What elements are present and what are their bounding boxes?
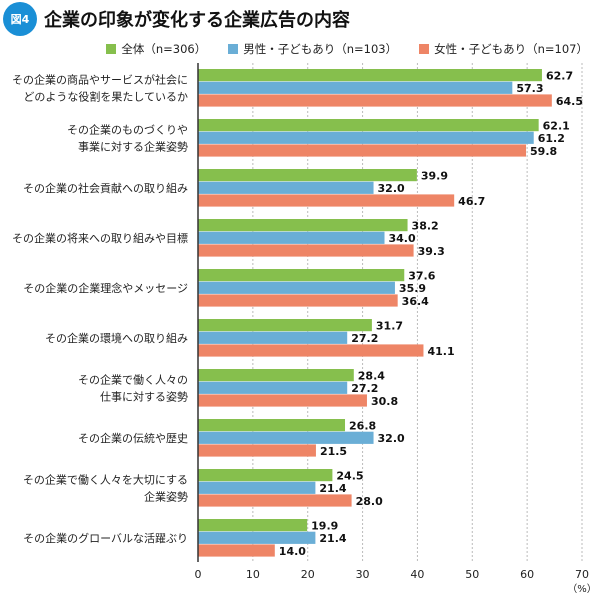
data-label: 57.3 xyxy=(516,82,543,95)
data-label: 27.2 xyxy=(351,332,378,345)
category-label: その企業の商品やサービスが社会に xyxy=(12,73,188,87)
bar xyxy=(198,131,534,144)
legend-item-male: 男性・子どもあり（n=103） xyxy=(228,41,397,57)
data-label: 39.9 xyxy=(421,170,448,183)
legend-label-female: 女性・子どもあり（n=107） xyxy=(434,42,588,56)
data-label: 30.8 xyxy=(371,395,398,408)
data-label: 39.3 xyxy=(418,245,445,258)
bar xyxy=(198,219,408,232)
data-label: 31.7 xyxy=(376,320,403,333)
data-label: 41.1 xyxy=(427,345,454,358)
data-label: 61.2 xyxy=(538,132,565,145)
category-label: その企業の将来への取り組みや目標 xyxy=(12,231,188,245)
data-label: 32.0 xyxy=(378,182,405,195)
category-label: 仕事に対する姿勢 xyxy=(100,390,188,404)
category-label: 事業に対する企業姿勢 xyxy=(78,140,188,154)
bar xyxy=(198,294,398,307)
category-label: その企業の伝統や歴史 xyxy=(78,431,188,445)
data-label: 46.7 xyxy=(458,195,485,208)
bar xyxy=(198,544,275,557)
data-label: 62.1 xyxy=(543,120,570,133)
bar xyxy=(198,431,374,444)
data-label: 27.2 xyxy=(351,382,378,395)
data-label: 62.7 xyxy=(546,70,573,83)
data-label: 21.5 xyxy=(320,445,347,458)
x-tick-label: 0 xyxy=(195,568,202,581)
bar xyxy=(198,269,405,282)
category-label: その企業のグローバルな活躍ぶり xyxy=(23,531,188,545)
category-label: その企業の企業理念やメッセージ xyxy=(23,281,188,295)
bar xyxy=(198,531,316,544)
bar xyxy=(198,244,414,257)
legend-item-female: 女性・子どもあり（n=107） xyxy=(419,41,588,57)
data-label: 28.0 xyxy=(356,495,383,508)
x-axis-unit: （%） xyxy=(567,583,597,594)
bar xyxy=(198,481,316,494)
legend-swatch-all xyxy=(106,44,117,54)
legend-swatch-female xyxy=(419,44,430,54)
category-label: その企業で働く人々の xyxy=(78,373,188,387)
bar xyxy=(198,331,348,344)
bar xyxy=(198,494,352,507)
data-label: 19.9 xyxy=(311,520,338,533)
x-tick-label: 20 xyxy=(301,568,315,581)
data-label: 14.0 xyxy=(279,545,306,558)
data-label: 64.5 xyxy=(556,95,583,108)
data-label: 21.4 xyxy=(319,532,346,545)
data-label: 36.4 xyxy=(402,295,429,308)
bar xyxy=(198,81,513,94)
data-label: 59.8 xyxy=(530,145,557,158)
bar xyxy=(198,381,348,394)
category-label: その企業の社会貢献への取り組み xyxy=(23,181,188,195)
bar xyxy=(198,181,374,194)
bar xyxy=(198,444,316,457)
bar xyxy=(198,144,527,157)
x-tick-label: 60 xyxy=(520,568,534,581)
bar xyxy=(198,519,308,532)
bar xyxy=(198,369,354,382)
data-label: 35.9 xyxy=(399,282,426,295)
data-label: 34.0 xyxy=(389,232,416,245)
bar xyxy=(198,319,372,332)
x-tick-label: 10 xyxy=(246,568,260,581)
bar xyxy=(198,469,333,482)
x-tick-label: 70 xyxy=(575,568,589,581)
legend-label-all: 全体（n=306） xyxy=(121,42,207,56)
legend-swatch-male xyxy=(228,44,239,54)
x-tick-label: 30 xyxy=(356,568,370,581)
bar xyxy=(198,394,367,407)
bar xyxy=(198,231,385,244)
category-label: どのような役割を果たしているか xyxy=(23,90,188,104)
bar xyxy=(198,69,542,82)
x-tick-label: 50 xyxy=(465,568,479,581)
data-label: 32.0 xyxy=(378,432,405,445)
figure-badge: 図4 xyxy=(3,2,37,36)
legend: 全体（n=306） 男性・子どもあり（n=103） 女性・子どもあり（n=107… xyxy=(106,41,588,57)
category-label: その企業で働く人々を大切にする xyxy=(23,473,188,487)
bar xyxy=(198,344,424,357)
bar xyxy=(198,419,346,432)
bar xyxy=(198,119,539,132)
bar xyxy=(198,169,417,182)
data-label: 38.2 xyxy=(412,220,439,233)
data-label: 28.4 xyxy=(358,370,385,383)
category-label: 企業姿勢 xyxy=(144,490,188,504)
data-label: 21.4 xyxy=(319,482,346,495)
bar xyxy=(198,194,455,207)
category-label: その企業の環境への取り組み xyxy=(45,331,188,345)
legend-label-male: 男性・子どもあり（n=103） xyxy=(243,42,398,56)
x-tick-label: 40 xyxy=(410,568,424,581)
data-label: 24.5 xyxy=(336,470,363,483)
category-label: その企業のものづくりや xyxy=(67,123,188,137)
legend-item-all: 全体（n=306） xyxy=(106,41,206,57)
chart-title: 企業の印象が変化する企業広告の内容 xyxy=(44,10,350,31)
data-label: 26.8 xyxy=(349,420,376,433)
bar xyxy=(198,94,552,107)
data-label: 37.6 xyxy=(408,270,435,283)
bar xyxy=(198,281,395,294)
